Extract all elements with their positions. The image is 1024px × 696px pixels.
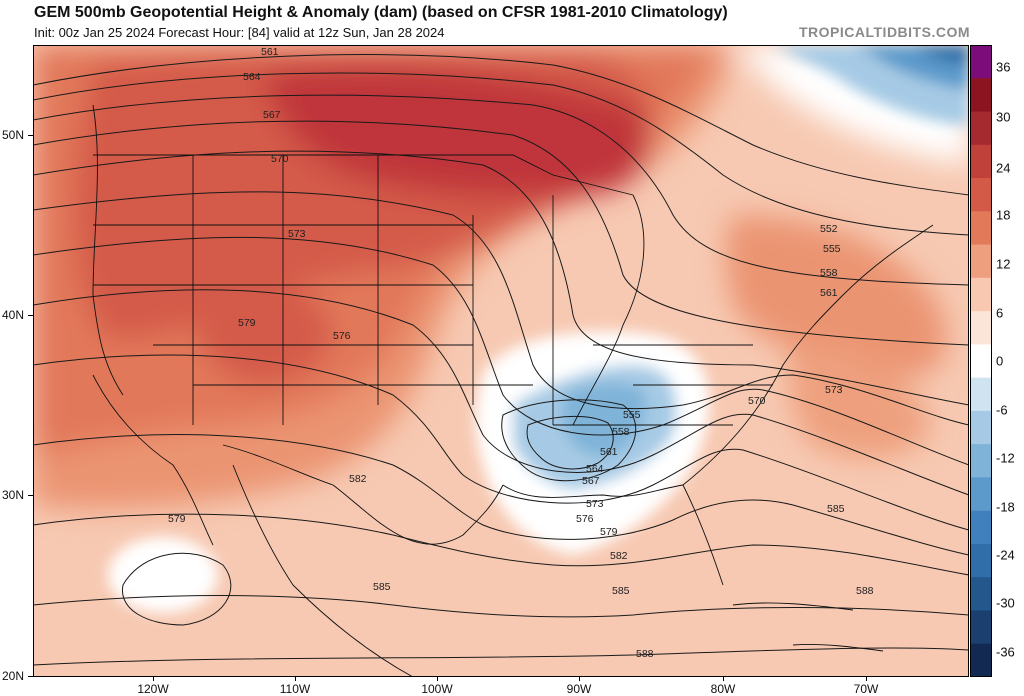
lon-tick [866,677,867,681]
contour-label: 582 [349,473,367,485]
colorbar-swatch [970,111,992,146]
latitude-label: 40N [2,308,25,322]
colorbar-swatch [970,45,992,79]
contour-label: 588 [856,585,874,597]
contour-label: 585 [827,503,845,515]
contour-label: 576 [576,513,594,525]
latitude-label: 50N [2,128,25,142]
colorbar-label: -24 [996,547,1015,563]
latitude-label: 20N [2,669,25,683]
colorbar-label: -18 [996,499,1015,515]
contour-label: 573 [586,498,604,510]
trough-shading [108,45,969,613]
contour-label: 558 [612,426,630,438]
lat-tick [28,676,33,677]
colorbar-swatch [970,410,992,445]
longitude-label: 100W [421,682,453,696]
colorbar-label: 0 [996,353,1004,369]
contour-label: 561 [261,46,279,58]
lon-tick [723,677,724,681]
map-border [33,45,969,677]
contour-label: 585 [373,581,391,593]
colorbar-swatches [970,45,992,678]
colorbar-label: -36 [996,644,1015,660]
colorbar-swatch [970,78,992,113]
contour-label: 588 [636,648,654,660]
contour-label: 555 [823,243,841,255]
chart-subtitle: Init: 00z Jan 25 2024 Forecast Hour: [84… [34,25,445,40]
contour-label: 570 [748,395,766,407]
colorbar-label: -12 [996,450,1015,466]
lat-tick [28,135,33,136]
longitude-label: 90W [566,682,592,696]
colorbar-swatch [970,277,992,312]
contour-label: 555 [623,409,641,421]
colorbar-label: 24 [996,160,1011,176]
contour-label: 579 [168,513,186,525]
latitude-label: 30N [2,488,25,502]
contour-label: 573 [288,228,306,240]
colorbar-swatch [970,244,992,279]
chart-title: GEM 500mb Geopotential Height & Anomaly … [34,4,728,21]
contour-label: 561 [600,446,618,458]
longitude-label: 110W [279,682,311,696]
longitude-label: 120W [137,682,169,696]
colorbar-label: 18 [996,207,1011,223]
colorbar-swatch [970,577,992,612]
lon-tick [295,677,296,681]
contour-label: 579 [600,526,618,538]
colorbar-label: 36 [996,59,1011,75]
colorbar [970,45,992,678]
longitude-label: 70W [853,682,879,696]
lon-tick [153,677,154,681]
colorbar-swatch [970,610,992,645]
colorbar-swatch [970,477,992,512]
lat-tick [28,495,33,496]
contour-label: 573 [825,384,843,396]
contour-label: 567 [582,475,600,487]
lat-tick [28,315,33,316]
colorbar-swatch [970,444,992,479]
contour-label: 564 [243,71,261,83]
contour-label: 561 [820,287,838,299]
colorbar-swatch [970,311,992,345]
watermark: TROPICALTIDBITS.COM [798,24,970,40]
contour-label: 552 [820,223,838,235]
colorbar-swatch [970,144,992,179]
longitude-label: 80W [710,682,736,696]
lon-tick [437,677,438,681]
colorbar-swatch [970,178,992,212]
political-borders [92,104,934,677]
colorbar-swatch [970,344,992,379]
colorbar-swatch [970,211,992,246]
colorbar-swatch [970,510,992,545]
lon-tick [579,677,580,681]
contour-label: 582 [610,550,628,562]
contour-label: 585 [612,585,630,597]
contour-label: 558 [820,267,838,279]
colorbar-label: 12 [996,256,1011,272]
colorbar-label: 30 [996,109,1011,125]
colorbar-swatch [970,377,992,412]
height-contours [33,54,969,666]
contour-label: 576 [333,330,351,342]
colorbar-border [970,45,992,677]
contour-labels: 561 564 567 570 573 579 576 582 579 585 … [168,46,874,660]
colorbar-swatch [970,643,992,678]
contour-label: 567 [263,109,281,121]
contour-label: 570 [271,153,289,165]
colorbar-label: -30 [996,595,1015,611]
weather-map: 561 564 567 570 573 579 576 582 579 585 … [33,45,969,677]
contour-label: 564 [586,463,604,475]
colorbar-label: 6 [996,305,1004,321]
colorbar-swatch [970,543,992,578]
contour-label: 579 [238,317,256,329]
colorbar-label: -6 [996,402,1008,418]
